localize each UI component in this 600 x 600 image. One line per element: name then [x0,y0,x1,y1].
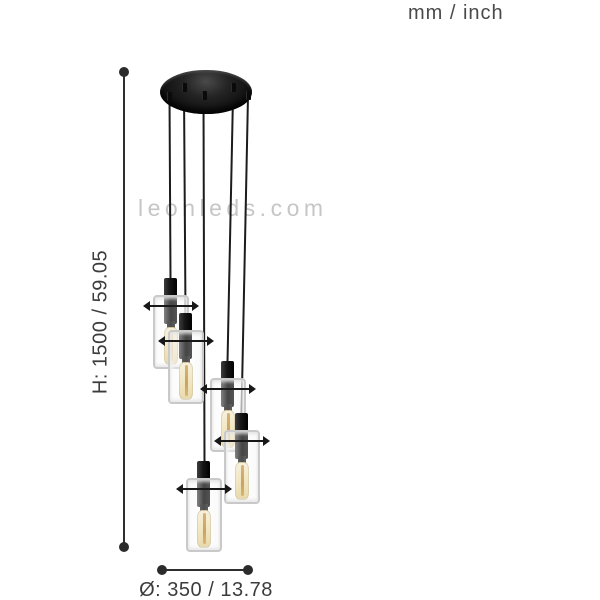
shade-mount-bracket [176,484,232,494]
shade-mount-bracket [158,336,214,346]
units-label: mm / inch [408,2,504,24]
cord-grip-nub [182,83,187,92]
suspension-cord [202,95,206,463]
diameter-dimension-right-dot [243,565,253,575]
height-dimension-top-dot [119,67,129,77]
diameter-dimension-line [162,569,248,571]
pendant-light-bottom-center [176,461,232,552]
shade-mount-bracket [214,436,270,446]
glass-cylinder-shade [168,330,204,404]
shade-mount-bracket [143,301,199,311]
suspension-cord [183,91,187,315]
height-dimension-bottom-dot [119,542,129,552]
diameter-dimension-label: Ø: 350 / 13.78 [139,579,273,600]
cord-grip-nub [246,91,251,100]
cord-grip-nub [167,92,172,101]
cord-grip-nub [231,83,236,92]
diameter-dimension-left-dot [157,565,167,575]
suspension-cord [240,95,249,415]
glass-cylinder-shade [186,478,222,552]
shade-mount-bracket [200,384,256,394]
pendant-light-upper-left [158,313,214,404]
suspension-cord [226,95,234,363]
cord-grip-nub [202,91,207,100]
height-dimension-label: H: 1500 / 59.05 [89,249,112,395]
suspension-cord [168,93,172,280]
pendant-light-lower-right [214,413,270,504]
height-dimension-line [123,72,125,547]
